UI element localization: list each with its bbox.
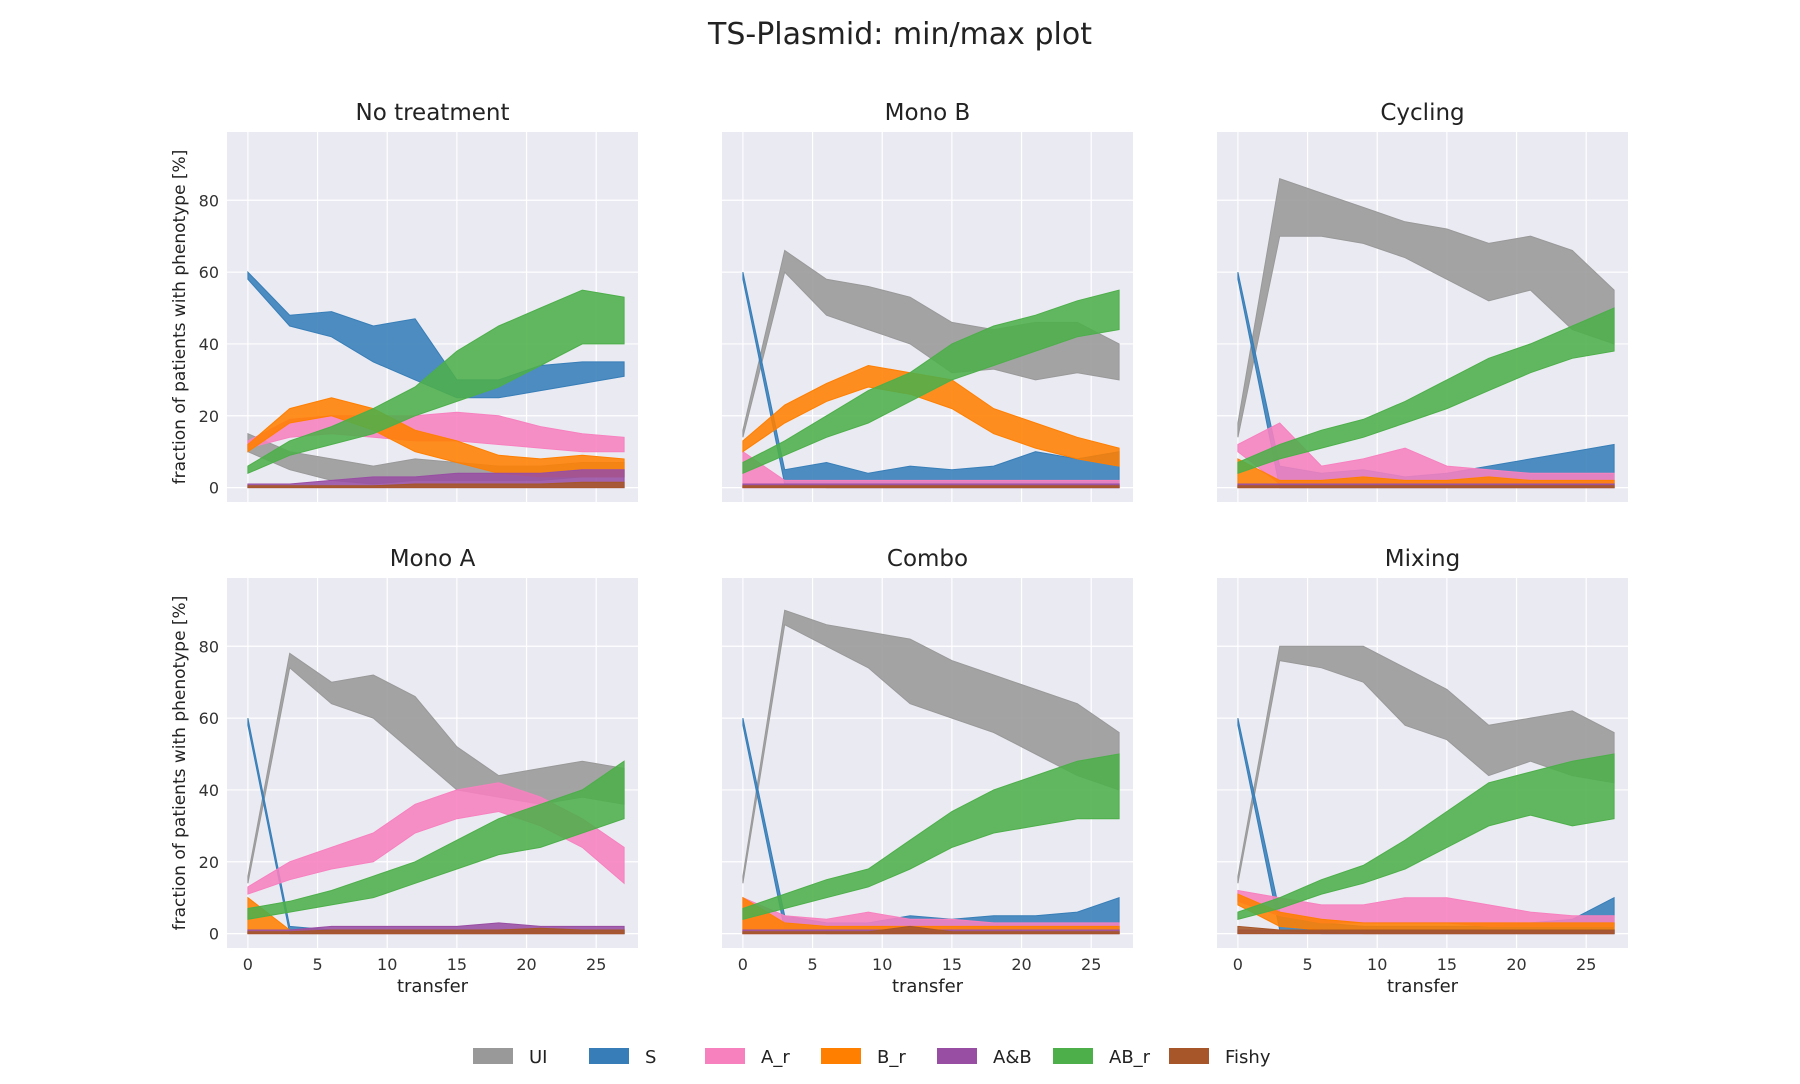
panel-mixing: Mixing 0 5 10 15 20 25 transfer [1217, 546, 1628, 997]
band-Fishy [247, 927, 625, 935]
y-tick-label: 80 [199, 191, 219, 210]
y-tick-label: 20 [199, 853, 219, 872]
x-tick-label: 0 [738, 955, 748, 974]
legend-label: AB_r [1109, 1047, 1151, 1068]
legend-label: Fishy [1225, 1047, 1271, 1068]
x-tick-label: 10 [377, 955, 397, 974]
y-tick-label: 40 [199, 781, 219, 800]
band-AB-r [1237, 307, 1615, 475]
panel-cycling: Cycling [1217, 100, 1628, 502]
x-tick-label: 15 [942, 955, 962, 974]
legend-label: A_r [761, 1047, 790, 1068]
legend-swatch-S [589, 1048, 629, 1064]
x-tick-label: 15 [1437, 955, 1457, 974]
y-tick-label: 80 [199, 637, 219, 656]
band-B-r [742, 364, 1120, 467]
legend-label: B_r [877, 1047, 906, 1068]
panel-no-treatment: No treatment 0 20 40 60 80 fraction of patient… [170, 100, 638, 502]
legend: UI S A_r B_r A&B AB_r Fishy [473, 1047, 1271, 1068]
y-tick-label: 20 [199, 407, 219, 426]
legend-label: S [645, 1047, 656, 1068]
band-AB-r [247, 760, 625, 920]
band-AB-r [247, 289, 625, 475]
legend-swatch-AB-r [1053, 1048, 1093, 1064]
x-axis-label: transfer [1387, 976, 1459, 997]
x-tick-label: 10 [1367, 955, 1387, 974]
x-tick-label: 20 [1011, 955, 1031, 974]
legend-swatch-A-B [937, 1048, 977, 1064]
y-tick-label: 40 [199, 335, 219, 354]
panel-title: Mono B [885, 100, 971, 126]
y-axis-label: fraction of patients with phenotype [%] [170, 596, 190, 931]
legend-swatch-UI [473, 1048, 513, 1064]
band-UI [742, 249, 1120, 438]
x-tick-label: 0 [243, 955, 253, 974]
panel-title: Mixing [1385, 546, 1460, 572]
x-tick-label: 0 [1233, 955, 1243, 974]
x-tick-label: 5 [807, 955, 817, 974]
x-tick-label: 15 [447, 955, 467, 974]
panel-mono-b: Mono B [722, 100, 1133, 502]
x-axis-label: transfer [892, 976, 964, 997]
band-AB-r [742, 753, 1120, 920]
y-tick-label: 60 [199, 709, 219, 728]
x-axis-label: transfer [397, 976, 469, 997]
y-tick-label: 0 [209, 479, 219, 498]
band-AB-r [1237, 753, 1615, 920]
x-tick-label: 25 [1081, 955, 1101, 974]
x-tick-label: 5 [1302, 955, 1312, 974]
band-Fishy [1237, 925, 1615, 935]
y-tick-label: 60 [199, 263, 219, 282]
x-tick-label: 10 [872, 955, 892, 974]
panel-title: Cycling [1380, 100, 1464, 126]
x-tick-label: 5 [312, 955, 322, 974]
legend-label: UI [529, 1047, 547, 1068]
figure-title: TS-Plasmid: min/max plot [707, 17, 1092, 52]
panel-mono-a: Mono A 0 20 40 60 80 fraction of patients with… [170, 546, 638, 997]
legend-swatch-A-r [705, 1048, 745, 1064]
x-tick-label: 20 [516, 955, 536, 974]
panel-title: Combo [887, 546, 968, 572]
panel-combo: Combo 0 5 10 15 20 25 transfer [722, 546, 1133, 997]
legend-swatch-B-r [821, 1048, 861, 1064]
x-tick-label: 20 [1506, 955, 1526, 974]
y-tick-label: 0 [209, 925, 219, 944]
legend-swatch-Fishy [1169, 1048, 1209, 1064]
band-AB-r [742, 289, 1120, 475]
band-Fishy [742, 485, 1120, 489]
panel-title: Mono A [390, 546, 476, 572]
x-tick-label: 25 [1576, 955, 1596, 974]
x-tick-label: 25 [586, 955, 606, 974]
legend-label: A&B [993, 1047, 1032, 1068]
band-Fishy [247, 481, 625, 489]
y-axis-label: fraction of patients with phenotype [%] [170, 150, 190, 485]
panel-title: No treatment [356, 100, 510, 126]
band-Fishy [1237, 485, 1615, 489]
band-Fishy [742, 925, 1120, 935]
